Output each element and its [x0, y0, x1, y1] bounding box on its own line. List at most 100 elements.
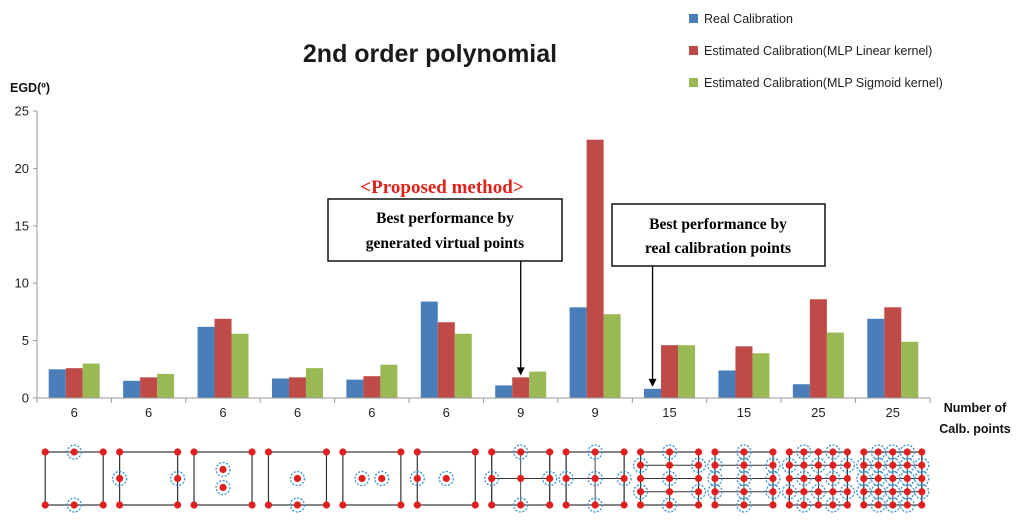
- real-point: [413, 501, 421, 509]
- real-point: [562, 474, 570, 483]
- real-point: [665, 501, 674, 509]
- bar-series2-cat8: [678, 345, 696, 398]
- real-point: [264, 448, 273, 456]
- bar-series2-cat10: [826, 332, 844, 398]
- real-point: [397, 448, 405, 456]
- real-point: [322, 448, 331, 456]
- real-point: [488, 474, 496, 483]
- real-point: [800, 474, 808, 483]
- real-point: [843, 501, 851, 509]
- real-point: [740, 448, 748, 456]
- annotation-real-line1: Best performance by: [649, 216, 787, 233]
- y-tick-label: 10: [15, 276, 29, 291]
- x-tick-label: 6: [443, 405, 450, 420]
- real-point: [694, 501, 703, 509]
- real-point: [620, 501, 628, 509]
- real-point: [785, 474, 793, 483]
- virtual-point-ring: [409, 470, 425, 487]
- real-point: [843, 448, 851, 456]
- bar-series2-cat0: [82, 363, 100, 398]
- real-point: [99, 448, 107, 456]
- x-tick-label: 9: [592, 405, 599, 420]
- bar-series2-cat4: [380, 364, 398, 398]
- virtual-point-ring: [781, 484, 798, 500]
- real-point: [562, 501, 570, 509]
- bar-series1-cat10: [809, 299, 827, 398]
- annotation-virtual-line1: Best performance by: [376, 210, 514, 227]
- real-point: [814, 461, 822, 469]
- virtual-point-ring: [632, 484, 649, 500]
- real-point: [636, 488, 645, 496]
- x-tick-label: 25: [886, 405, 900, 420]
- real-point: [711, 474, 719, 483]
- annotations: <Proposed method> Best performance by ge…: [327, 177, 826, 267]
- x-tick-label: 6: [294, 405, 301, 420]
- real-point: [918, 461, 926, 469]
- y-axis-title: EGD(º): [10, 81, 50, 95]
- virtual-point-ring: [810, 484, 827, 500]
- real-point: [413, 474, 421, 483]
- bar-series1-cat11: [884, 307, 902, 398]
- real-point: [769, 501, 777, 509]
- real-point: [471, 448, 479, 456]
- calibration-point-schematics: [41, 444, 930, 513]
- real-point: [636, 474, 645, 483]
- bar-series1-cat9: [735, 346, 753, 398]
- real-point: [860, 488, 868, 496]
- real-point: [829, 448, 837, 456]
- real-point: [711, 448, 719, 456]
- real-point: [665, 461, 674, 469]
- y-tick-label: 5: [22, 333, 29, 348]
- virtual-point-ring: [899, 497, 915, 513]
- real-point: [116, 474, 124, 483]
- real-point: [665, 474, 674, 483]
- real-point: [860, 474, 868, 483]
- x-tick-label: 6: [145, 405, 152, 420]
- x-tick-label: 6: [368, 405, 375, 420]
- virtual-point-ring: [169, 470, 186, 487]
- real-point: [665, 448, 674, 456]
- real-point: [546, 474, 554, 483]
- virtual-point-ring: [914, 470, 930, 487]
- real-point: [740, 474, 748, 483]
- calibration-frame: [44, 451, 104, 506]
- virtual-point-ring: [825, 497, 841, 513]
- real-point: [711, 461, 719, 469]
- real-point: [903, 461, 911, 469]
- virtual-point-ring: [825, 470, 841, 487]
- real-point: [800, 448, 808, 456]
- bar-series0-cat3: [271, 378, 289, 398]
- bar-series1-cat4: [363, 376, 381, 398]
- real-point: [70, 501, 78, 509]
- calibration-frame: [193, 451, 253, 506]
- bar-series1-cat1: [140, 377, 158, 398]
- virtual-point-ring: [374, 470, 390, 487]
- real-point: [785, 448, 793, 456]
- bar-series2-cat7: [603, 314, 621, 398]
- real-point: [694, 448, 703, 456]
- real-point: [397, 501, 405, 509]
- x-tick-label: 25: [811, 405, 825, 420]
- real-point: [116, 448, 124, 456]
- bar-series2-cat3: [305, 368, 323, 398]
- real-point: [874, 474, 882, 483]
- legend: Real Calibration Estimated Calibration(M…: [689, 12, 943, 90]
- real-point: [442, 474, 450, 483]
- real-point: [843, 474, 851, 483]
- real-point: [889, 501, 897, 509]
- bar-series1-cat6: [512, 377, 530, 398]
- bars: [48, 139, 919, 398]
- real-point: [769, 461, 777, 469]
- x-tick-label: 15: [737, 405, 751, 420]
- annotation-virtual-line2: generated virtual points: [366, 235, 524, 252]
- bar-series2-cat11: [901, 341, 919, 398]
- virtual-point-ring: [839, 484, 856, 500]
- real-point: [248, 501, 256, 509]
- annotation-arrows: [516, 261, 657, 387]
- real-point: [620, 474, 628, 483]
- x-tick-label: 6: [219, 405, 226, 420]
- real-point: [339, 501, 347, 509]
- real-point: [903, 448, 911, 456]
- bar-series0-cat6: [495, 385, 513, 398]
- virtual-point-ring: [215, 479, 231, 496]
